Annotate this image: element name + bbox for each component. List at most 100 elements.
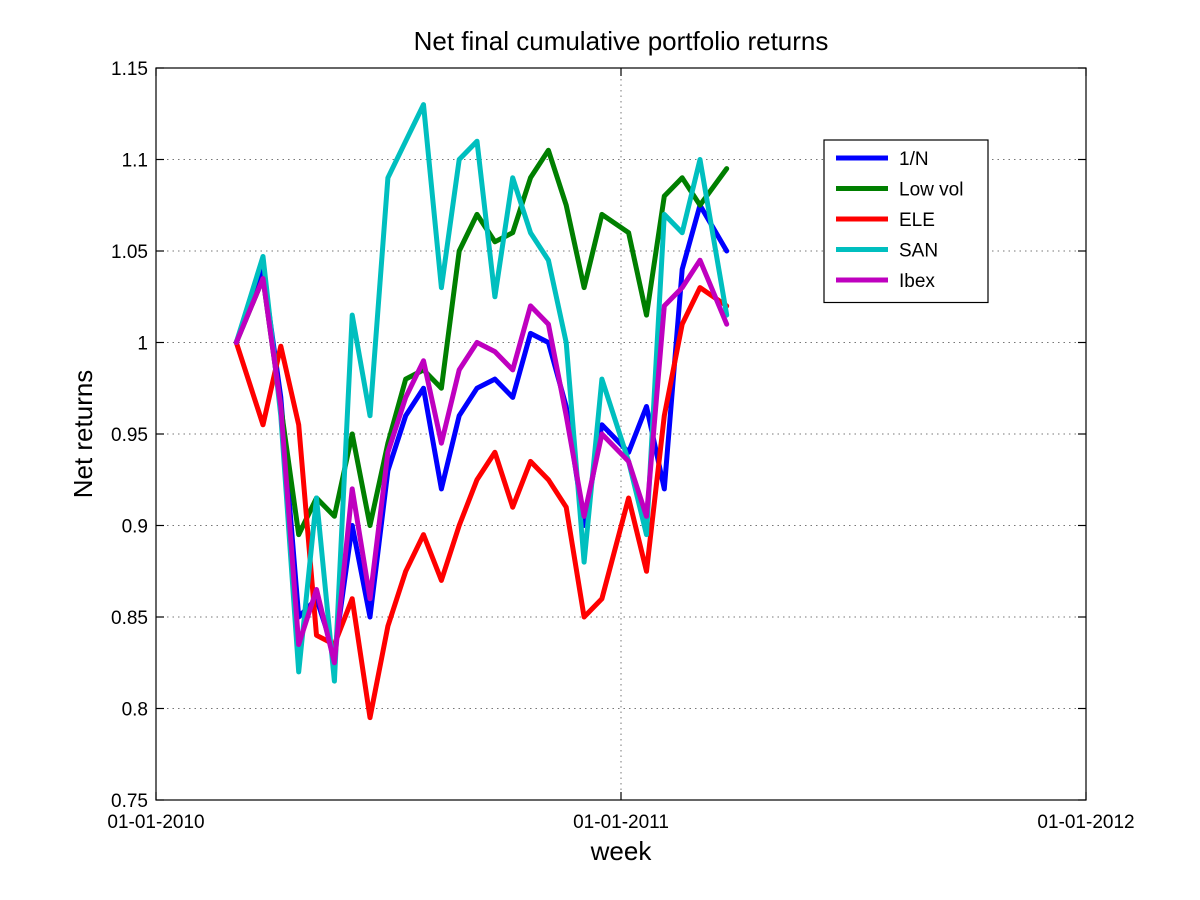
x-tick-label: 01-01-2011: [573, 812, 669, 833]
data-point: [679, 230, 685, 235]
data-point: [644, 404, 649, 409]
data-point: [626, 495, 631, 501]
data-point: [599, 212, 605, 217]
data-point: [474, 477, 480, 482]
data-point: [528, 303, 533, 309]
data-point: [474, 212, 480, 217]
series-line: [233, 102, 730, 684]
data-point: [314, 495, 319, 501]
data-point: [679, 267, 685, 272]
data-point: [367, 614, 373, 620]
data-point: [457, 413, 462, 418]
data-point: [546, 477, 551, 482]
y-tick-label: 1.1: [122, 151, 148, 172]
data-point: [564, 340, 569, 345]
data-point: [662, 193, 667, 199]
legend-label: 1/N: [899, 149, 929, 170]
data-point: [260, 276, 266, 281]
data-point: [349, 523, 355, 528]
data-point: [724, 322, 729, 327]
data-point: [510, 395, 515, 400]
data-point: [332, 678, 337, 684]
data-point: [546, 257, 551, 263]
data-point: [457, 523, 462, 528]
data-point: [332, 514, 337, 519]
legend-item: SAN: [836, 241, 938, 262]
data-point: [528, 230, 533, 235]
y-tick-label: 0.75: [111, 791, 148, 812]
data-point: [662, 486, 667, 492]
data-point: [349, 596, 355, 601]
data-point: [367, 413, 373, 418]
data-point: [421, 532, 426, 537]
data-point: [349, 431, 355, 437]
series-ibex: [233, 257, 730, 666]
data-point: [474, 340, 480, 345]
data-point: [644, 532, 649, 537]
y-tick-label: 0.9: [122, 517, 148, 538]
legend-label: SAN: [899, 241, 938, 262]
data-point: [581, 559, 587, 565]
data-point: [564, 203, 569, 208]
data-point: [367, 523, 373, 528]
data-point: [474, 139, 480, 144]
data-point: [296, 669, 301, 675]
data-point: [439, 285, 444, 290]
data-point: [599, 376, 605, 382]
data-point: [546, 148, 551, 153]
data-point: [457, 157, 462, 162]
legend-label: Low vol: [899, 180, 963, 201]
data-point: [528, 175, 533, 180]
data-point: [278, 343, 284, 349]
data-point: [492, 294, 498, 299]
data-point: [644, 312, 649, 318]
data-point: [278, 404, 284, 409]
data-point: [421, 102, 426, 107]
data-point: [439, 486, 444, 492]
data-point: [528, 459, 533, 464]
data-point: [510, 505, 515, 510]
data-point: [403, 413, 408, 418]
data-point: [697, 157, 703, 162]
data-point: [679, 175, 685, 180]
legend-label: Ibex: [899, 271, 935, 292]
data-point: [724, 166, 729, 171]
grid-lines: [156, 68, 1086, 800]
data-point: [644, 569, 649, 574]
data-point: [349, 312, 355, 318]
data-point: [403, 376, 408, 382]
data-point: [510, 367, 515, 373]
data-point: [599, 422, 605, 428]
legend-item: Ibex: [836, 271, 935, 292]
legend-item: 1/N: [836, 149, 929, 170]
data-point: [564, 413, 569, 418]
data-point: [367, 596, 373, 601]
y-tick-label: 0.85: [111, 608, 148, 629]
data-point: [662, 303, 667, 309]
data-point: [626, 230, 631, 235]
data-point: [474, 386, 480, 391]
series-low-vol: [233, 147, 730, 538]
data-point: [492, 349, 498, 354]
data-point: [528, 331, 533, 336]
data-point: [349, 486, 355, 492]
data-point: [510, 230, 515, 235]
data-point: [679, 285, 685, 290]
data-point: [296, 642, 301, 647]
series-san: [233, 102, 730, 684]
data-point: [599, 431, 605, 437]
data-point: [581, 514, 587, 519]
data-point: [697, 257, 703, 263]
data-point: [457, 248, 462, 254]
data-point: [697, 285, 703, 290]
data-point: [492, 450, 498, 455]
x-axis-label: week: [590, 836, 653, 866]
data-point: [385, 175, 391, 180]
data-point: [492, 376, 498, 382]
data-point: [581, 285, 587, 290]
data-point: [439, 440, 444, 446]
legend-item: ELE: [836, 210, 935, 231]
data-point: [439, 386, 444, 391]
data-point: [564, 505, 569, 510]
